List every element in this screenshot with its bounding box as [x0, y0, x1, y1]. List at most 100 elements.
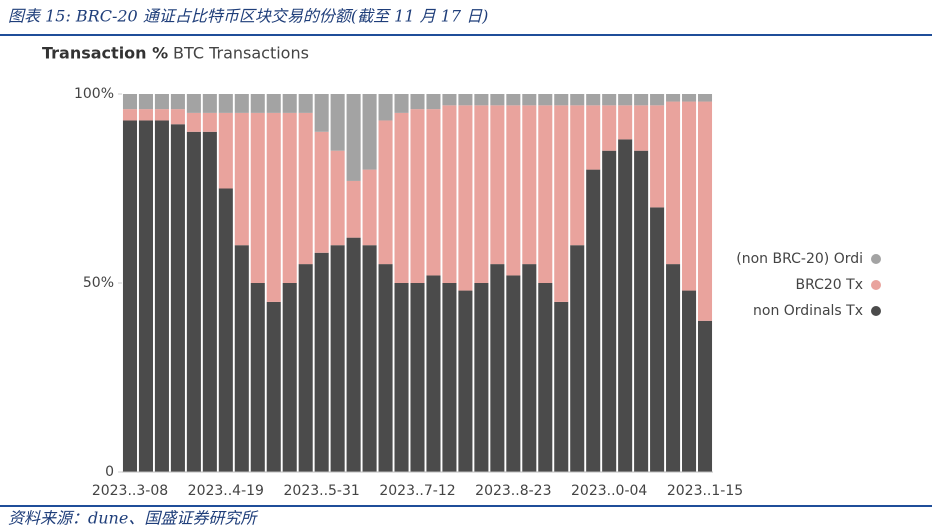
bar-segment [538, 283, 553, 472]
bar-segment [314, 252, 329, 472]
bar-segment [650, 105, 665, 208]
bar-segment [602, 94, 617, 106]
x-tick-label: 2023..1-15 [667, 483, 743, 499]
legend-dot [871, 254, 881, 264]
bar-segment [346, 180, 361, 238]
y-tick-label: 100% [74, 86, 114, 102]
bar-segment [650, 207, 665, 472]
bar-segment [618, 94, 633, 106]
y-tick-label: 50% [83, 275, 114, 291]
bar-segment [666, 101, 681, 265]
x-tick-label: 2023..4-19 [188, 483, 264, 499]
bar-segment [554, 301, 569, 472]
bar-segment [346, 237, 361, 472]
legend-dot [871, 280, 881, 290]
bar-segment [298, 112, 313, 265]
bar-segment [442, 105, 457, 283]
bar-segment [394, 283, 409, 472]
bar-segment [490, 94, 505, 106]
bar-segment [522, 105, 537, 265]
bar-segment [330, 245, 345, 472]
chart-title: Transaction % [42, 44, 168, 63]
bar-segment [122, 120, 138, 473]
bar-segment [697, 320, 713, 472]
legend-label: BRC20 Tx [795, 277, 863, 293]
bar-segment [266, 301, 281, 472]
x-tick-label: 2023..5-31 [284, 483, 360, 499]
bar-segment [218, 188, 233, 472]
bar-segment [426, 109, 441, 276]
chart-subtitle: BTC Transactions [173, 44, 309, 63]
bar-segment [570, 94, 585, 106]
bar-segment [298, 264, 313, 472]
x-tick-label: 2023..7-12 [379, 483, 455, 499]
bar-segment [154, 120, 169, 473]
bar-segment [218, 94, 233, 113]
bar-segment [634, 150, 649, 472]
legend-label: non Ordinals Tx [753, 303, 863, 319]
bar-segment [282, 94, 297, 113]
bar-segment [154, 109, 169, 121]
bar-segment [410, 94, 425, 110]
bar-segment [586, 94, 601, 106]
bar-segment [682, 94, 697, 102]
bar-segment [426, 94, 441, 110]
bar-segment [170, 94, 185, 110]
bar-segment [314, 131, 329, 253]
x-tick-label: 2023..0-04 [571, 483, 647, 499]
bar-segment [202, 94, 217, 113]
bar-segment [122, 94, 138, 110]
bar-segment [170, 109, 185, 125]
bar-segment [586, 105, 601, 170]
bar-segment [394, 112, 409, 284]
bar-segment [410, 283, 425, 472]
bar-segment [666, 94, 681, 102]
y-tick-label: 0 [105, 464, 114, 480]
bar-segment [554, 105, 569, 302]
bar-segment [474, 105, 489, 283]
bar-segment [362, 94, 377, 170]
bar-segment [234, 94, 249, 113]
bar-segment [538, 94, 553, 106]
bar-segment [506, 94, 521, 106]
bar-segment [506, 275, 521, 472]
bar-segment [538, 105, 553, 283]
bar-segment [250, 112, 265, 284]
x-tick-label: 2023..8-23 [475, 483, 551, 499]
bar-segment [602, 105, 617, 151]
bar-segment [490, 105, 505, 265]
bar-segment [314, 94, 329, 132]
bar-segment [650, 94, 665, 106]
bar-segment [378, 120, 393, 265]
bar-segment [378, 264, 393, 472]
bar-segment [602, 150, 617, 472]
legend-label: (non BRC-20) Ordi [736, 251, 863, 267]
bar-segment [394, 94, 409, 113]
bar-segment [202, 131, 217, 473]
bar-segment [634, 105, 649, 151]
bar-segment [442, 94, 457, 106]
bar-segment [362, 245, 377, 472]
header-title: 图表 15: BRC-20 通证占比特币区块交易的份额(截至 11 月 17 日… [8, 7, 488, 26]
bar-segment [697, 101, 713, 321]
bar-segment [234, 245, 249, 472]
bar-segment [330, 150, 345, 246]
bar-segment [522, 264, 537, 472]
bar-segment [458, 290, 473, 472]
bar-segment [570, 105, 585, 246]
bar-segment [138, 120, 153, 473]
bar-segment [138, 109, 153, 121]
bar-segment [154, 94, 169, 110]
bar-segment [138, 94, 153, 110]
bar-segment [202, 112, 217, 132]
bar-segment [522, 94, 537, 106]
bar-segment [122, 109, 138, 121]
bar-segment [250, 94, 265, 113]
bar-segment [682, 290, 697, 472]
bar-segment [618, 105, 633, 140]
bar-segment [282, 112, 297, 284]
bar-segment [186, 131, 201, 473]
bar-segment [250, 283, 265, 472]
bar-segment [554, 94, 569, 106]
